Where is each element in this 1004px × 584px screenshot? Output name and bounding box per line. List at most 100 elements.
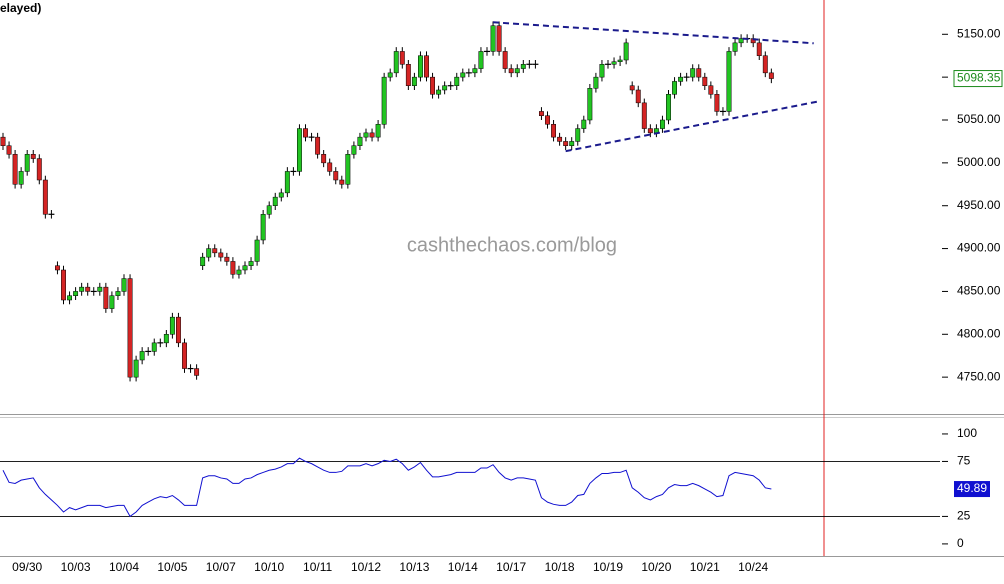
candle-body <box>315 136 321 155</box>
candle-body <box>206 248 212 258</box>
candle-body <box>242 265 248 271</box>
candle-body <box>393 51 399 74</box>
candle-body <box>139 351 145 361</box>
header: elayed) <box>0 1 41 15</box>
candle-body <box>690 68 696 78</box>
x-tick-label: 10/12 <box>351 560 381 574</box>
candle-body <box>647 128 653 134</box>
candle-body <box>303 128 308 138</box>
candle-body <box>224 256 230 262</box>
candle-body <box>254 239 260 262</box>
candle-body <box>30 154 36 159</box>
candle-body <box>587 88 593 121</box>
candle-body <box>460 72 466 78</box>
candle-body <box>617 59 623 62</box>
candle-body <box>321 154 327 164</box>
candle-body <box>61 269 66 301</box>
candle-body <box>726 51 732 112</box>
candle-body <box>714 94 720 112</box>
candle-body <box>24 154 30 172</box>
candle-body <box>563 141 569 146</box>
y-tick-label: 4900.00 <box>957 241 1001 255</box>
candle-body <box>363 132 369 138</box>
candle-body <box>762 55 768 74</box>
last-price-box <box>953 70 1003 88</box>
x-tick-label: 10/14 <box>448 560 478 574</box>
candle-body <box>176 316 181 344</box>
candle-body <box>127 278 133 378</box>
candle-body <box>278 192 284 198</box>
candle-body <box>514 68 520 74</box>
candle-body <box>508 68 514 74</box>
x-tick-label: 10/04 <box>109 560 139 574</box>
candle-body <box>272 196 278 206</box>
candle-body <box>163 334 169 344</box>
last-rsi-box <box>954 481 990 498</box>
candle-body <box>182 342 187 369</box>
candle-body <box>702 76 708 86</box>
candle-body <box>375 124 381 138</box>
candle-body <box>284 171 290 194</box>
x-tick-label: 10/03 <box>61 560 91 574</box>
candle-body <box>36 158 42 181</box>
candle-body <box>133 359 139 378</box>
candle-body <box>6 145 12 155</box>
y-tick-label: 4800.00 <box>957 326 1001 340</box>
y-tick-label: 4750.00 <box>957 369 1001 383</box>
candle-body <box>411 76 417 86</box>
x-tick-label: 10/17 <box>496 560 526 574</box>
candle-body <box>629 85 635 91</box>
y-tick-label: 75 <box>957 454 971 468</box>
candle-body <box>424 55 429 78</box>
candle-body <box>696 68 702 78</box>
candle-body <box>297 128 302 172</box>
candle-body <box>520 64 526 69</box>
candle-body <box>387 72 393 78</box>
y-tick-label: 5050.00 <box>957 112 1001 126</box>
candle-body <box>557 136 563 142</box>
candle-body <box>418 55 423 78</box>
candle-body <box>97 286 103 292</box>
watermark: cashthechaos.com/blog <box>407 234 617 256</box>
x-tick-label: 10/10 <box>254 560 284 574</box>
candle-body <box>496 25 502 52</box>
candle-body <box>103 286 109 309</box>
candle-body <box>0 136 6 146</box>
candle-body <box>641 102 647 129</box>
candle-body <box>436 89 442 95</box>
candle-body <box>42 179 48 215</box>
candle-body <box>194 368 200 376</box>
candle-body <box>442 85 448 91</box>
trendline <box>492 21 814 45</box>
x-tick-label: 10/21 <box>690 560 720 574</box>
x-tick-label: 10/11 <box>303 560 332 574</box>
candle-body <box>345 154 351 185</box>
candle-body <box>236 269 242 275</box>
x-tick-label: 10/20 <box>641 560 671 574</box>
y-tick-label: 4850.00 <box>957 284 1001 298</box>
trendline <box>565 100 820 153</box>
candle-body <box>12 154 18 185</box>
candle-body <box>405 64 411 86</box>
candle-body <box>430 76 436 95</box>
x-tick-label: 10/18 <box>545 560 575 574</box>
candle-body <box>454 76 460 86</box>
x-tick-label: 10/13 <box>399 560 429 574</box>
candle-body <box>109 295 115 309</box>
candle-body <box>266 205 272 215</box>
candle-body <box>73 291 79 296</box>
candle-body <box>121 278 127 292</box>
candle-body <box>575 128 581 142</box>
candle-body <box>55 265 60 271</box>
rsi-line <box>2 457 772 518</box>
candle-body <box>169 316 175 335</box>
candle-body <box>212 248 218 254</box>
candle-body <box>611 61 617 65</box>
y-tick-label: 100 <box>957 426 977 440</box>
candle-body <box>381 76 387 125</box>
candle-body <box>756 42 762 56</box>
candle-body <box>248 261 254 266</box>
candle-body <box>768 72 774 79</box>
